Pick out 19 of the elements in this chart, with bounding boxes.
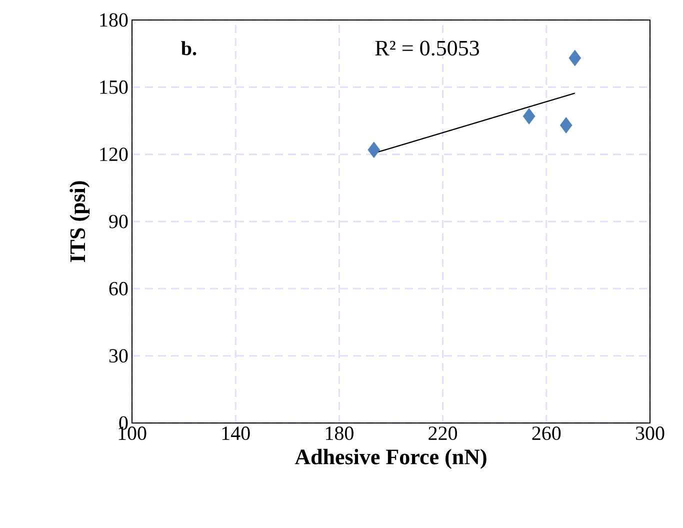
- point: [368, 142, 380, 158]
- point: [560, 117, 572, 134]
- x-tick-label: 140: [222, 426, 250, 440]
- annotation: b.: [181, 41, 196, 56]
- y-tick-label: 90: [109, 214, 128, 228]
- y-tick-label: 150: [100, 80, 128, 94]
- y-tick-label: 60: [109, 282, 128, 296]
- x-tick-label: 260: [532, 426, 561, 440]
- y-tick-label: 30: [109, 349, 128, 363]
- x-tick-label: 220: [428, 426, 458, 440]
- x-tick-label: 300: [636, 426, 664, 440]
- x-tick-label: 180: [326, 426, 354, 440]
- y-tick-label: 120: [100, 148, 128, 162]
- point: [568, 50, 582, 66]
- point: [522, 108, 536, 124]
- y-axis-title: ITS (psi): [70, 181, 90, 262]
- y-tick-label: 180: [100, 13, 128, 27]
- annotation: R² = 0.5053: [375, 40, 479, 56]
- x-axis-title: Adhesive Force (nN): [294, 448, 486, 469]
